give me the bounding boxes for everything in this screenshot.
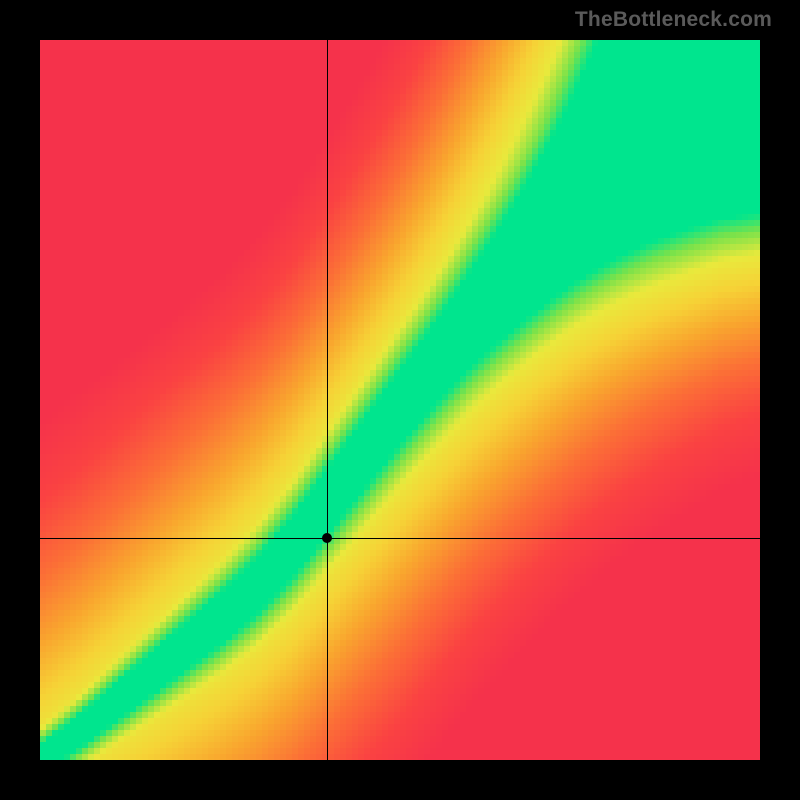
marker-dot [322,533,332,543]
watermark-text: TheBottleneck.com [575,8,772,32]
heatmap-canvas [40,40,760,760]
crosshair-vertical [327,40,328,760]
plot-area [40,40,760,760]
crosshair-horizontal [40,538,760,539]
chart-frame: TheBottleneck.com [0,0,800,800]
